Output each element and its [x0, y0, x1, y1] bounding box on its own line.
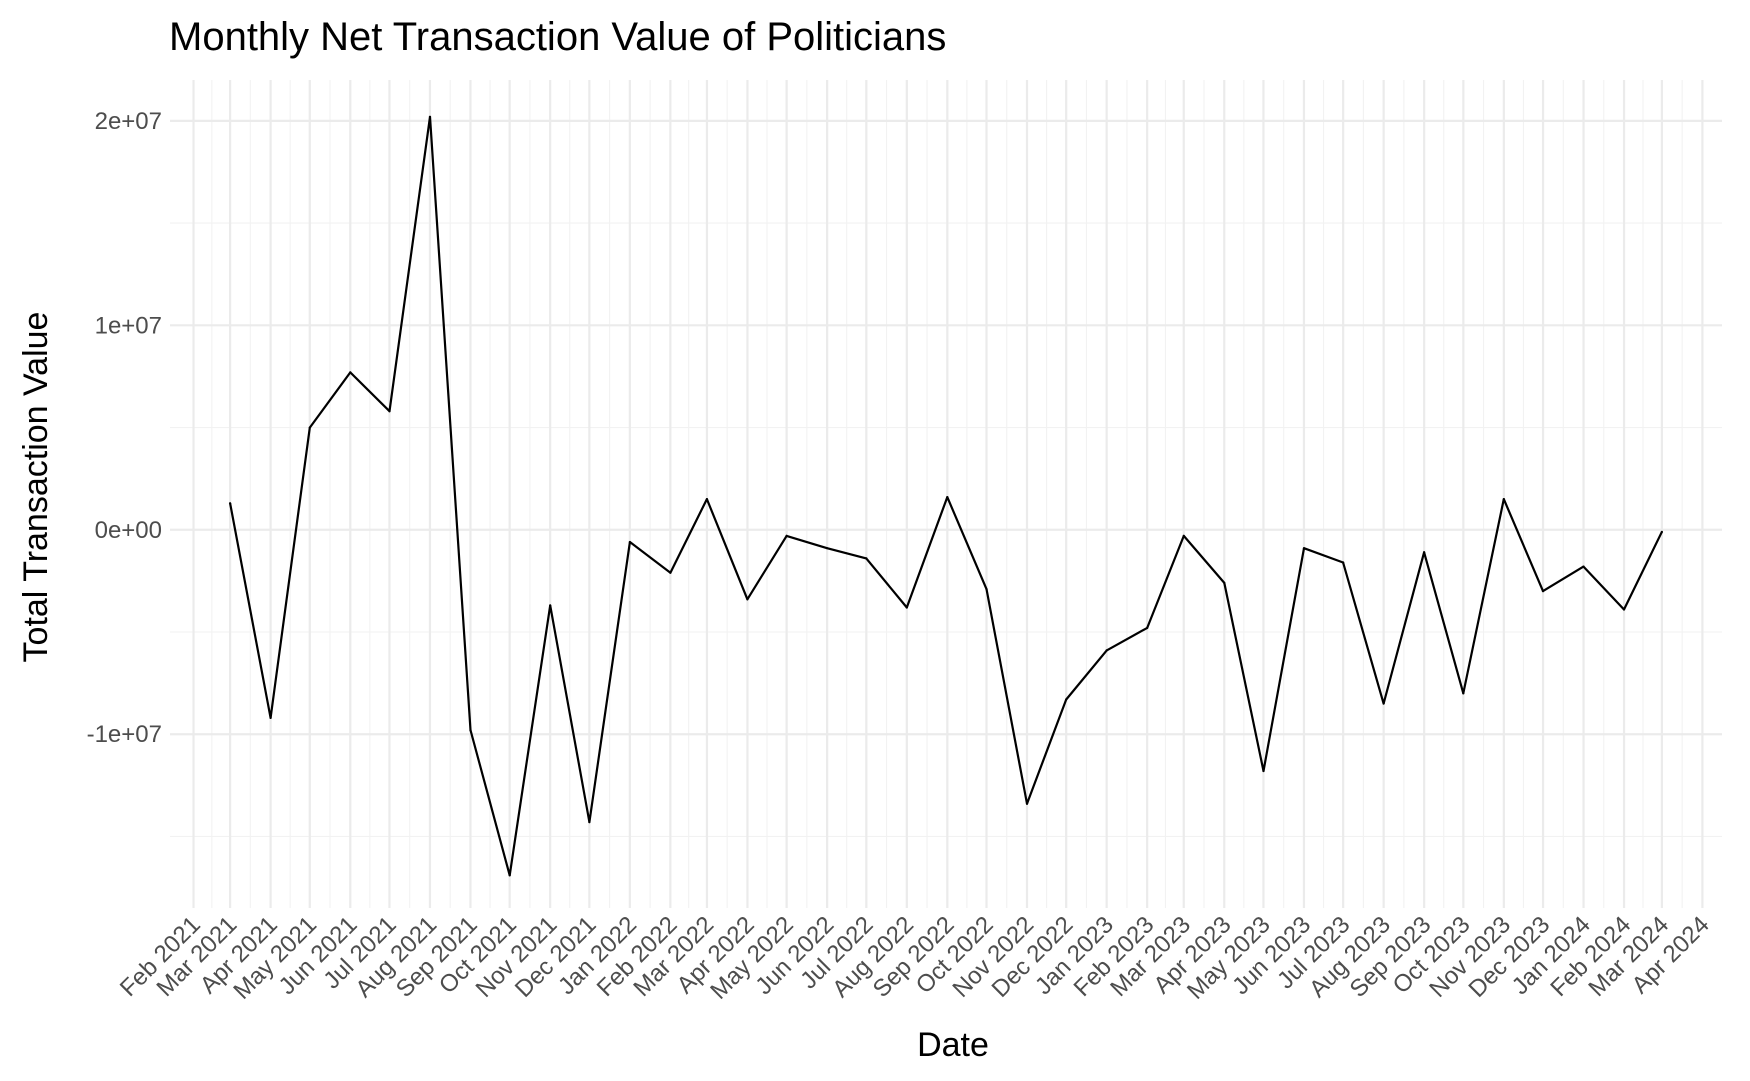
data-point — [1262, 769, 1265, 773]
data-point — [1223, 581, 1226, 585]
data-point — [1182, 534, 1185, 538]
y-tick-label: 0e+00 — [95, 517, 162, 544]
data-point — [1582, 565, 1585, 568]
minor-gridlines-x — [211, 80, 1683, 908]
data-point — [1622, 608, 1626, 611]
y-tick-label: 1e+07 — [95, 312, 162, 339]
data-point — [1105, 649, 1108, 652]
data-point — [549, 604, 552, 607]
plot-panel — [170, 80, 1722, 908]
data-point — [228, 502, 232, 505]
data-point — [1025, 802, 1029, 805]
data-point — [785, 534, 788, 538]
data-point — [628, 540, 631, 544]
data-point — [746, 598, 749, 601]
data-point — [1541, 590, 1545, 593]
data-point — [1382, 702, 1385, 705]
major-gridlines-x — [192, 80, 1704, 908]
data-point — [985, 587, 988, 591]
data-points — [228, 115, 1664, 877]
data-point — [1462, 692, 1465, 695]
data-point — [1065, 698, 1068, 701]
data-point — [428, 115, 432, 118]
data-point — [1502, 498, 1505, 501]
data-point — [1146, 626, 1149, 630]
series-line — [229, 115, 1663, 877]
y-axis-tick-labels: 2e+07 1e+07 0e+00 -1e+07 — [87, 108, 162, 748]
x-axis-title: Date — [917, 1026, 989, 1064]
data-point — [1302, 547, 1306, 550]
data-point — [865, 557, 868, 560]
data-point — [469, 729, 472, 732]
data-point — [388, 410, 391, 413]
data-point — [588, 821, 591, 824]
data-point — [1342, 561, 1345, 564]
y-tick-label: -1e+07 — [87, 721, 162, 748]
data-point — [669, 571, 672, 574]
chart-title: Monthly Net Transaction Value of Politic… — [169, 15, 946, 59]
data-point — [826, 547, 829, 550]
data-point — [1660, 530, 1664, 533]
data-point — [349, 371, 352, 374]
data-point — [705, 498, 709, 501]
y-axis-title: Total Transaction Value — [17, 312, 55, 663]
data-point — [269, 716, 272, 719]
y-tick-label: 2e+07 — [95, 108, 162, 135]
data-point — [1423, 551, 1426, 554]
data-point — [508, 874, 511, 877]
data-point — [308, 426, 311, 429]
data-point — [946, 495, 949, 499]
data-point — [905, 606, 908, 609]
